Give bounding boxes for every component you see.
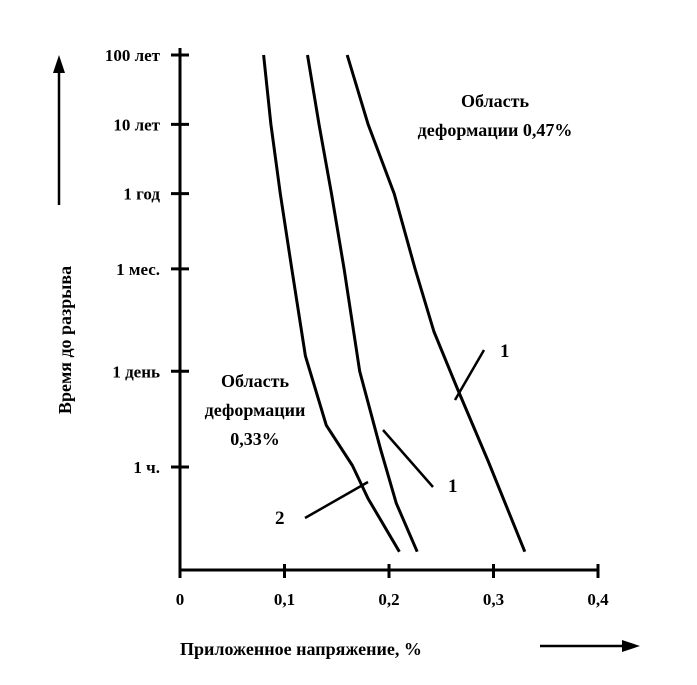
ticks-layer: 100 лет 10 лет 1 год 1 мес. 1 день 1 ч. 0 0,1 0,… bbox=[105, 46, 609, 609]
y-axis-arrowhead bbox=[53, 55, 65, 73]
annotation-region-033-line1: Область bbox=[221, 371, 289, 391]
y-tick-label: 1 ч. bbox=[133, 458, 160, 477]
series-line-3 bbox=[262, 54, 401, 553]
series-layer bbox=[262, 54, 527, 553]
x-tick-label: 0,4 bbox=[587, 590, 609, 609]
annotation-region-033-line2: деформации bbox=[205, 400, 306, 420]
series-label-3: 2 bbox=[275, 508, 285, 529]
annotation-region-047-line1: Область bbox=[461, 91, 529, 111]
x-tick-label: 0 bbox=[176, 590, 185, 609]
y-tick-label: 100 лет bbox=[105, 46, 161, 65]
series-label-1: 1 bbox=[500, 341, 510, 362]
labels-layer: Приложенное напряжение, % Время до разрыв… bbox=[55, 91, 572, 659]
annotation-region-033-line3: 0,33% bbox=[230, 429, 280, 449]
y-tick-label: 1 год bbox=[123, 185, 160, 204]
series-line-1 bbox=[345, 54, 527, 553]
series-line-2 bbox=[306, 54, 419, 553]
series-leader-line-3 bbox=[304, 480, 369, 520]
series-leader-line-1 bbox=[453, 349, 486, 401]
x-tick-label: 0,1 bbox=[274, 590, 295, 609]
y-axis-title: Время до разрыва bbox=[55, 266, 75, 414]
x-axis-title: Приложенное напряжение, % bbox=[180, 639, 422, 659]
y-tick-label: 1 день bbox=[112, 362, 160, 381]
x-axis-arrowhead bbox=[622, 640, 640, 652]
axes-layer bbox=[53, 48, 640, 652]
annotation-region-047-line2: деформации 0,47% bbox=[418, 120, 573, 140]
x-tick-label: 0,3 bbox=[483, 590, 504, 609]
y-tick-label: 10 лет bbox=[113, 115, 160, 134]
y-tick-label: 1 мес. bbox=[116, 260, 160, 279]
series-leader-line-2 bbox=[382, 429, 434, 488]
series-label-2: 1 bbox=[448, 476, 458, 497]
x-tick-label: 0,2 bbox=[378, 590, 399, 609]
